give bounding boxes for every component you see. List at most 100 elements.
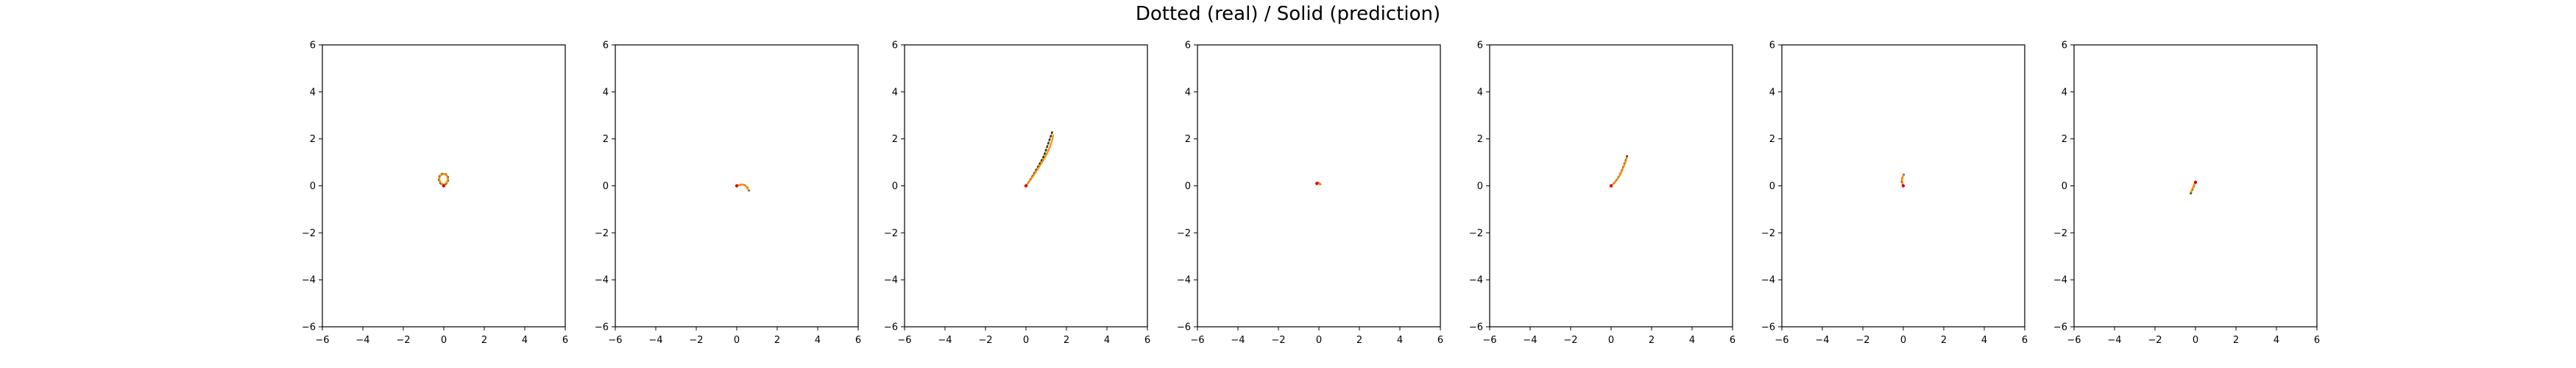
prediction-trajectory-line	[1025, 134, 1055, 187]
y-tick-label: 4	[892, 87, 898, 98]
x-tick-label: 2	[1356, 335, 1362, 346]
y-tick-label: −4	[1177, 275, 1191, 286]
x-tick-label: 0	[1023, 335, 1029, 346]
x-tick-label: −4	[355, 335, 369, 346]
x-tick-label: −6	[2067, 335, 2081, 346]
x-tick-label: −2	[978, 335, 992, 346]
y-tick-label: −4	[595, 275, 609, 286]
y-tick-label: 0	[603, 181, 609, 192]
y-tick-label: 0	[1769, 181, 1775, 192]
x-tick-label: −2	[1855, 335, 1869, 346]
subplot-3: −6 −4 −2 0 2 4 6 −6 −4 −2 0 2 4 6	[884, 40, 1150, 347]
y-tick-label: −6	[884, 322, 898, 333]
y-tick-label: 0	[2062, 181, 2067, 192]
x-tick-label: 6	[1144, 335, 1150, 346]
prediction-trajectory-line	[438, 173, 449, 186]
y-tick-label: 4	[1769, 87, 1775, 98]
y-tick-label: −2	[302, 228, 316, 239]
x-tick-label: −2	[396, 335, 410, 346]
start-point-marker	[442, 184, 446, 188]
y-tick-label: 2	[1185, 134, 1191, 145]
x-tick-label: −6	[315, 335, 329, 346]
y-tick-label: −6	[2053, 322, 2067, 333]
x-tick-label: 0	[2193, 335, 2198, 346]
x-tick-label: 6	[2022, 335, 2028, 346]
subplot-7: −6 −4 −2 0 2 4 6 −6 −4 −2 0 2 4 6	[2053, 40, 2320, 347]
y-tick-label: −2	[884, 228, 898, 239]
subplot-4: −6 −4 −2 0 2 4 6 −6 −4 −2 0 2 4 6	[1177, 40, 1443, 347]
y-tick-label: 2	[310, 134, 316, 145]
x-tick-label: 4	[1104, 335, 1110, 346]
prediction-trajectory-line	[1610, 157, 1628, 187]
x-tick-label: −6	[1190, 335, 1204, 346]
start-point-marker	[1024, 184, 1028, 188]
y-tick-label: −6	[1469, 322, 1483, 333]
subplot-2: −6 −4 −2 0 2 4 6 −6 −4 −2 0 2 4 6	[595, 40, 861, 347]
real-trajectory-line	[1610, 154, 1629, 187]
x-tick-label: −6	[1482, 335, 1496, 346]
x-tick-label: −4	[938, 335, 952, 346]
start-point-marker	[1609, 184, 1613, 188]
y-tick-label: 6	[310, 40, 316, 52]
y-tick-label: 4	[310, 87, 316, 98]
x-tick-label: −4	[2107, 335, 2121, 346]
y-tick-label: −6	[1177, 322, 1191, 333]
x-tick-label: 0	[1900, 335, 1906, 346]
x-tick-label: 6	[2314, 335, 2320, 346]
y-tick-label: 0	[310, 181, 316, 192]
x-tick-label: 6	[1437, 335, 1443, 346]
x-tick-label: −6	[1774, 335, 1788, 346]
y-tick-label: −4	[302, 275, 316, 286]
x-tick-label: 6	[855, 335, 861, 346]
start-point-marker	[1901, 184, 1906, 188]
y-tick-label: 4	[1185, 87, 1191, 98]
x-tick-label: 2	[774, 335, 780, 346]
prediction-trajectory-line	[735, 183, 750, 191]
y-tick-label: −2	[1177, 228, 1191, 239]
y-tick-label: 2	[1477, 134, 1483, 145]
y-tick-label: 6	[1769, 40, 1775, 52]
y-tick-label: 6	[1185, 40, 1191, 52]
y-tick-label: −4	[1469, 275, 1483, 286]
x-tick-label: 2	[481, 335, 487, 346]
x-tick-label: −4	[1815, 335, 1829, 346]
x-tick-label: −4	[1523, 335, 1537, 346]
y-tick-label: 2	[2062, 134, 2067, 145]
y-tick-label: 6	[892, 40, 898, 52]
x-tick-label: 0	[1608, 335, 1614, 346]
x-tick-label: −4	[1231, 335, 1245, 346]
figure-title: Dotted (real) / Solid (prediction)	[1135, 3, 1441, 25]
x-tick-label: −6	[608, 335, 622, 346]
y-tick-label: 0	[1185, 181, 1191, 192]
y-tick-label: −2	[1761, 228, 1775, 239]
real-trajectory-line	[1025, 130, 1054, 187]
x-tick-label: −6	[897, 335, 911, 346]
x-tick-label: 6	[562, 335, 568, 346]
x-tick-label: 4	[2274, 335, 2279, 346]
start-point-marker	[1315, 182, 1319, 185]
x-tick-label: 0	[734, 335, 740, 346]
y-tick-label: 4	[2062, 87, 2067, 98]
x-tick-label: 2	[1064, 335, 1069, 346]
x-tick-label: 4	[1981, 335, 1987, 346]
x-tick-label: 2	[2233, 335, 2239, 346]
start-point-marker	[735, 184, 739, 188]
x-tick-label: 4	[522, 335, 528, 346]
start-point-marker	[2193, 180, 2198, 184]
y-tick-label: −6	[1761, 322, 1775, 333]
y-tick-label: −2	[2053, 228, 2067, 239]
y-tick-label: −4	[1761, 275, 1775, 286]
y-tick-label: −4	[884, 275, 898, 286]
subplot-5: −6 −4 −2 0 2 4 6 −6 −4 −2 0 2 4 6	[1469, 40, 1735, 347]
x-tick-label: 2	[1941, 335, 1947, 346]
y-tick-label: −2	[1469, 228, 1483, 239]
x-tick-label: 0	[441, 335, 447, 346]
x-tick-label: −2	[1271, 335, 1285, 346]
prediction-trajectory-line	[1901, 174, 1905, 187]
y-tick-label: −6	[595, 322, 609, 333]
subplot-6: −6 −4 −2 0 2 4 6 −6 −4 −2 0 2 4 6	[1761, 40, 2028, 347]
y-tick-label: −6	[302, 322, 316, 333]
x-tick-label: 0	[1316, 335, 1322, 346]
x-tick-label: 6	[1730, 335, 1735, 346]
